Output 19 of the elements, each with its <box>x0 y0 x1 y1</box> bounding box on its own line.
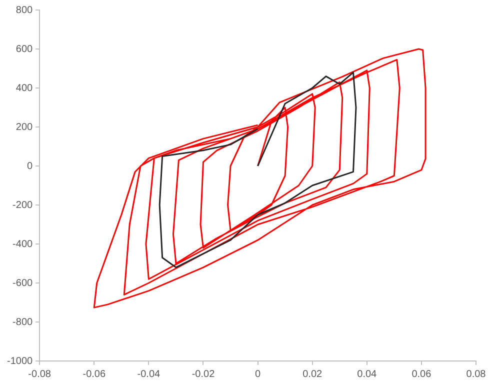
x-tick-label: 0.02 <box>302 368 323 380</box>
y-tick-label: 0 <box>27 160 34 172</box>
x-tick-label: -0.08 <box>28 368 52 380</box>
x-tick-label: 0.04 <box>357 368 378 380</box>
x-tick-label: 0.08 <box>466 368 486 380</box>
y-tick-label: -200 <box>12 200 34 211</box>
x-tick-label: 0.06 <box>412 368 432 380</box>
y-tick-label: 200 <box>16 122 34 133</box>
y-tick-label: 400 <box>16 82 34 94</box>
x-tick-label: 0 <box>255 368 262 380</box>
x-tick-label: -0.02 <box>192 368 216 380</box>
x-tick-label: -0.04 <box>137 368 161 380</box>
y-tick-label: 600 <box>16 44 34 55</box>
y-tick-label: -1000 <box>7 356 34 367</box>
y-tick-label: -800 <box>12 316 34 328</box>
x-tick-label: -0.06 <box>82 368 106 380</box>
y-tick-label: -400 <box>12 238 34 250</box>
y-tick-label: -600 <box>12 278 34 289</box>
y-tick-label: 800 <box>16 4 34 16</box>
